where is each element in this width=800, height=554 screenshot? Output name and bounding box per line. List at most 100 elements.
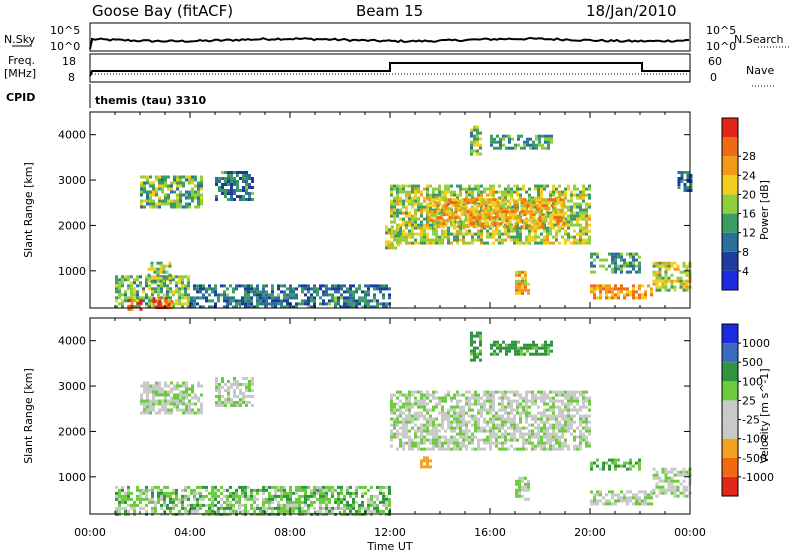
heatmap-cell (435, 402, 438, 406)
heatmap-cell (316, 497, 319, 501)
heatmap-cell (453, 441, 456, 445)
heatmap-cell (379, 284, 382, 288)
heatmap-cell (564, 211, 567, 215)
heatmap-cell (614, 461, 617, 465)
heatmap-cell (175, 284, 178, 288)
heatmap-cell (558, 184, 561, 188)
heatmap-cell (399, 444, 402, 448)
heatmap-cell (164, 184, 167, 188)
heatmap-cell (143, 199, 146, 203)
heatmap-cell (292, 503, 295, 507)
heatmap-cell (414, 199, 417, 203)
heatmap-cell (483, 241, 486, 245)
heatmap-cell (611, 296, 614, 300)
heatmap-cell (170, 396, 173, 400)
heatmap-cell (390, 444, 393, 448)
heatmap-cell (245, 395, 248, 398)
heatmap-cell (635, 252, 638, 256)
heatmap-cell (562, 225, 566, 229)
heatmap-cell (298, 494, 301, 498)
heatmap-cell (393, 435, 396, 439)
heatmap-cell (253, 509, 256, 513)
heatmap-cell (319, 485, 322, 489)
heatmap-cell (519, 393, 522, 397)
heatmap-cell (238, 506, 241, 510)
heatmap-cell (227, 189, 230, 192)
heatmap-cell (478, 210, 482, 214)
heatmap-cell (426, 438, 429, 442)
heatmap-cell (244, 494, 247, 498)
heatmap-cell (658, 270, 662, 274)
heatmap-cell (552, 414, 555, 418)
heatmap-cell (686, 171, 690, 174)
heatmap-cell (172, 290, 175, 294)
heatmap-cell (420, 435, 423, 439)
heatmap-cell (462, 393, 465, 397)
heatmap-cell (402, 232, 405, 236)
heatmap-cell (531, 229, 534, 233)
heatmap-cell (556, 210, 560, 214)
heatmap-cell (511, 146, 514, 150)
heatmap-cell (585, 193, 588, 197)
heatmap-cell (165, 276, 169, 280)
heatmap-cell (667, 261, 671, 265)
heatmap-cell (543, 444, 546, 448)
heatmap-cell (349, 503, 352, 507)
heatmap-cell (490, 134, 493, 138)
heatmap-cell (496, 140, 499, 144)
heatmap-cell (620, 264, 623, 268)
heatmap-cell (426, 408, 429, 412)
xtick-label: 12:00 (374, 526, 406, 539)
heatmap-cell (139, 506, 142, 510)
colorbar-tick-label: 8 (742, 246, 749, 259)
heatmap-cell (492, 432, 495, 436)
heatmap-cell (232, 506, 235, 510)
heatmap-cell (337, 299, 340, 303)
heatmap-cell (408, 429, 411, 433)
colorbar-band (722, 213, 738, 233)
heatmap-cell (480, 402, 483, 406)
heatmap-cell (520, 204, 524, 208)
heatmap-cell (477, 184, 480, 188)
heatmap-cell (501, 447, 504, 451)
heatmap-cell (242, 195, 245, 198)
heatmap-cell (423, 241, 426, 245)
heatmap-cell (301, 290, 304, 294)
heatmap-cell (280, 506, 283, 510)
heatmap-cell (475, 216, 479, 220)
heatmap-cell (334, 506, 337, 510)
heatmap-cell (176, 199, 179, 203)
heatmap-cell (480, 429, 483, 433)
heatmap-cell (432, 408, 435, 412)
heatmap-cell (435, 426, 438, 430)
heatmap-cell (535, 134, 538, 138)
heatmap-cell (501, 423, 504, 427)
colorbar-band (722, 156, 738, 176)
heatmap-cell (142, 299, 145, 303)
heatmap-cell (143, 190, 146, 194)
heatmap-cell (588, 184, 591, 188)
heatmap-cell (187, 302, 190, 306)
heatmap-cell (532, 213, 536, 217)
heatmap-cell (679, 482, 683, 486)
heatmap-cell (495, 414, 498, 418)
heatmap-cell (614, 264, 617, 268)
heatmap-cell (632, 255, 635, 259)
heatmap-cell (188, 205, 191, 209)
heatmap-cell (534, 229, 537, 233)
heatmap-cell (670, 482, 674, 486)
heatmap-cell (532, 343, 535, 347)
heatmap-cell (170, 390, 173, 394)
heatmap-cell (525, 217, 528, 221)
heatmap-cell (325, 494, 328, 498)
heatmap-cell (605, 287, 608, 291)
heatmap-cell (164, 411, 167, 415)
heatmap-cell (152, 205, 155, 209)
heatmap-cell (480, 190, 483, 194)
heatmap-cell (218, 383, 221, 386)
heatmap-cell (451, 201, 455, 205)
heatmap-cell (331, 296, 334, 300)
heatmap-cell (538, 134, 541, 138)
heatmap-cell (573, 447, 576, 451)
heatmap-cell (585, 238, 588, 242)
